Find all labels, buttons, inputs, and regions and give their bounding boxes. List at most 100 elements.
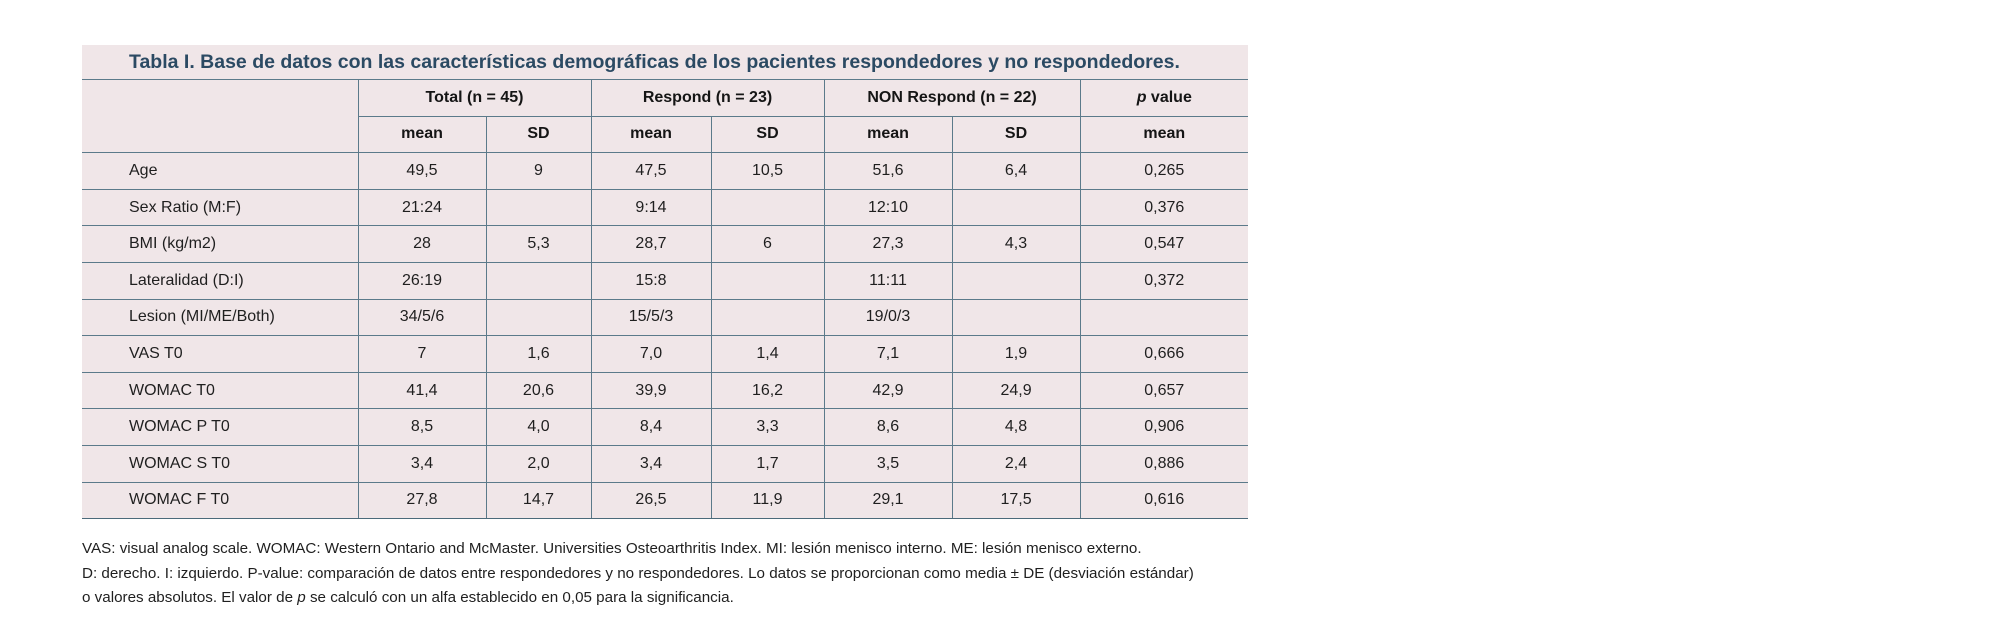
table-row: VAS T0 7 1,6 7,0 1,4 7,1 1,9 0,666: [82, 335, 1249, 373]
header-p-value: p value: [1080, 80, 1249, 117]
demographics-table: Tabla I. Base de datos con las caracterí…: [82, 45, 1249, 520]
table-cell: 3,5: [824, 445, 953, 483]
table-cell: 0,265: [1080, 152, 1249, 190]
subheader-non-respond-sd: SD: [952, 116, 1081, 154]
table-cell: 0,547: [1080, 225, 1249, 263]
header-blank: [82, 80, 359, 117]
sub-header-row: mean SD mean SD mean SD mean: [82, 116, 1249, 154]
table-cell: 49,5: [358, 152, 487, 190]
table-cell: 39,9: [591, 372, 712, 410]
header-total: Total (n = 45): [358, 80, 592, 117]
row-label: Lateralidad (D:I): [82, 262, 359, 300]
table-row: BMI (kg/m2) 28 5,3 28,7 6 27,3 4,3 0,547: [82, 225, 1249, 263]
table-cell: 8,4: [591, 408, 712, 446]
table-cell: 26:19: [358, 262, 487, 300]
row-label: WOMAC P T0: [82, 408, 359, 446]
row-label: Lesion (MI/ME/Both): [82, 299, 359, 337]
table-cell: 0,886: [1080, 445, 1249, 483]
table-cell: 41,4: [358, 372, 487, 410]
table-cell: 15:8: [591, 262, 712, 300]
table-cell: 20,6: [486, 372, 592, 410]
table-cell: 7,1: [824, 335, 953, 373]
table-title: Tabla I. Base de datos con las caracterí…: [82, 45, 1248, 80]
table-cell: 1,6: [486, 335, 592, 373]
table-cell: 3,4: [358, 445, 487, 483]
table-cell: [711, 262, 825, 300]
footnote: VAS: visual analog scale. WOMAC: Western…: [82, 537, 1282, 611]
table-cell: 2,4: [952, 445, 1081, 483]
table-cell: [952, 262, 1081, 300]
table-cell: 0,376: [1080, 189, 1249, 227]
table-cell: 3,3: [711, 408, 825, 446]
table-cell: 26,5: [591, 482, 712, 520]
table-cell: 11,9: [711, 482, 825, 520]
table-row: Age 49,5 9 47,5 10,5 51,6 6,4 0,265: [82, 152, 1249, 190]
table-row: WOMAC F T0 27,8 14,7 26,5 11,9 29,1 17,5 0,616: [82, 482, 1249, 520]
table-cell: 0,616: [1080, 482, 1249, 520]
table-cell: 9:14: [591, 189, 712, 227]
table-cell: 6,4: [952, 152, 1081, 190]
table-cell: 4,8: [952, 408, 1081, 446]
table-cell: 1,4: [711, 335, 825, 373]
table-cell: 12:10: [824, 189, 953, 227]
header-non-respond: NON Respond (n = 22): [824, 80, 1081, 117]
row-label: WOMAC F T0: [82, 482, 359, 520]
header-respond: Respond (n = 23): [591, 80, 825, 117]
table-cell: 8,6: [824, 408, 953, 446]
table-cell: 42,9: [824, 372, 953, 410]
table-cell: 47,5: [591, 152, 712, 190]
table-cell: 0,372: [1080, 262, 1249, 300]
table-cell: [952, 299, 1081, 337]
table-cell: 24,9: [952, 372, 1081, 410]
table-cell: 6: [711, 225, 825, 263]
table-cell: 51,6: [824, 152, 953, 190]
row-label: Sex Ratio (M:F): [82, 189, 359, 227]
table-cell: [952, 189, 1081, 227]
footnote-p-italic: p: [297, 589, 306, 606]
table-cell: 34/5/6: [358, 299, 487, 337]
row-label: VAS T0: [82, 335, 359, 373]
table-cell: 11:11: [824, 262, 953, 300]
table-cell: [1080, 299, 1249, 337]
table-cell: 1,7: [711, 445, 825, 483]
table-cell: 1,9: [952, 335, 1081, 373]
footnote-line-3-post: se calculó con un alfa establecido en 0,…: [305, 589, 734, 606]
footnote-line-3: o valores absolutos. El valor de p se ca…: [82, 586, 1282, 611]
row-label: Age: [82, 152, 359, 190]
table-cell: 8,5: [358, 408, 487, 446]
table-cell: 27,3: [824, 225, 953, 263]
table-cell: 7: [358, 335, 487, 373]
p-value-text: value: [1146, 88, 1192, 106]
table-cell: 0,906: [1080, 408, 1249, 446]
table-cell: 9: [486, 152, 592, 190]
subheader-p-mean: mean: [1080, 116, 1249, 154]
table-cell: [486, 299, 592, 337]
subheader-total-mean: mean: [358, 116, 487, 154]
table-cell: 14,7: [486, 482, 592, 520]
p-italic: p: [1136, 88, 1147, 106]
table-row: Lesion (MI/ME/Both) 34/5/6 15/5/3 19/0/3: [82, 299, 1249, 337]
table-body: Age 49,5 9 47,5 10,5 51,6 6,4 0,265 Sex Ratio (M…: [82, 152, 1249, 520]
footnote-line-3-pre: o valores absolutos. El valor de: [82, 589, 298, 606]
table-row: Sex Ratio (M:F) 21:24 9:14 12:10 0,376: [82, 189, 1249, 227]
table-row: WOMAC S T0 3,4 2,0 3,4 1,7 3,5 2,4 0,886: [82, 445, 1249, 483]
subheader-respond-sd: SD: [711, 116, 825, 154]
data-table: Total (n = 45) Respond (n = 23) NON Resp…: [82, 80, 1249, 520]
table-row: WOMAC P T0 8,5 4,0 8,4 3,3 8,6 4,8 0,906: [82, 408, 1249, 446]
table-cell: [486, 189, 592, 227]
table-cell: 15/5/3: [591, 299, 712, 337]
table-cell: 21:24: [358, 189, 487, 227]
table-cell: [486, 262, 592, 300]
table-cell: 10,5: [711, 152, 825, 190]
table-cell: 7,0: [591, 335, 712, 373]
group-header-row: Total (n = 45) Respond (n = 23) NON Resp…: [82, 80, 1249, 117]
table-cell: 3,4: [591, 445, 712, 483]
subheader-total-sd: SD: [486, 116, 592, 154]
table-cell: 28: [358, 225, 487, 263]
table-cell: 27,8: [358, 482, 487, 520]
table-row: Lateralidad (D:I) 26:19 15:8 11:11 0,372: [82, 262, 1249, 300]
footnote-line-2: D: derecho. I: izquierdo. P-value: compa…: [82, 564, 1194, 582]
table-cell: 17,5: [952, 482, 1081, 520]
table-cell: 29,1: [824, 482, 953, 520]
header-blank-2: [82, 116, 359, 154]
